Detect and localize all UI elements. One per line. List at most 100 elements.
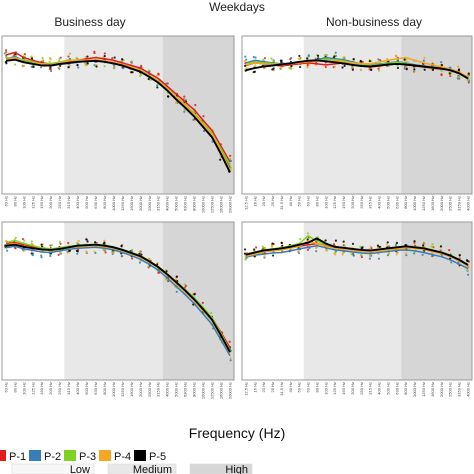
panel-frame <box>1 221 235 381</box>
measurement-point <box>280 60 283 64</box>
measurement-point <box>422 244 425 247</box>
x-tick-label: 800 Hz <box>403 196 408 209</box>
measurement-point <box>120 244 123 248</box>
x-tick-label: 500 Hz <box>84 382 89 395</box>
x-tick-label: 3150 Hz <box>156 382 161 397</box>
measurement-point <box>84 55 87 59</box>
measurement-point <box>183 95 186 98</box>
x-tick-label: 1000 Hz <box>412 196 417 211</box>
measurement-point <box>405 254 408 257</box>
measurement-point <box>341 253 344 256</box>
measurement-point <box>59 242 62 245</box>
x-tick-label: 4000 Hz <box>165 382 170 397</box>
x-tick-label: 1000 Hz <box>111 196 116 211</box>
x-tick-label: 2500 Hz <box>147 382 152 397</box>
measurement-point <box>377 69 381 72</box>
measurement-point <box>361 246 364 249</box>
measurement-point <box>448 248 451 252</box>
x-tick-label: 200 Hz <box>48 382 53 395</box>
measurement-point <box>315 250 318 253</box>
measurement-point <box>228 340 231 343</box>
legend-label: P-2 <box>44 451 61 463</box>
measurement-point <box>113 56 116 59</box>
band-high-area <box>162 222 234 380</box>
measurement-point <box>86 240 89 243</box>
measurement-point <box>147 69 150 72</box>
measurement-point <box>421 253 424 256</box>
measurement-point <box>334 239 338 242</box>
chart-title: Weekdays <box>209 0 265 14</box>
measurement-point <box>423 68 426 71</box>
legend-swatch <box>0 450 6 461</box>
measurement-point <box>299 238 302 241</box>
measurement-point <box>49 254 52 258</box>
measurement-point <box>103 241 106 244</box>
x-tick-label: 80 Hz <box>12 196 17 206</box>
measurement-point <box>93 241 97 244</box>
measurement-point <box>387 251 390 254</box>
measurement-point <box>243 248 247 251</box>
measurement-point <box>316 54 320 57</box>
x-tick-label: 250 Hz <box>57 382 62 395</box>
x-tick-label: 3150 Hz <box>457 196 462 211</box>
measurement-point <box>466 273 470 276</box>
measurement-point <box>448 72 451 75</box>
measurement-point <box>202 129 206 133</box>
measurement-point <box>86 55 89 58</box>
measurement-point <box>299 65 302 69</box>
measurement-point <box>378 245 381 249</box>
legend-swatch <box>29 450 41 461</box>
measurement-point <box>93 250 96 253</box>
measurement-point <box>324 65 327 69</box>
x-tick-label: 12.5 Hz <box>243 196 248 210</box>
measurement-point <box>351 242 355 245</box>
measurement-point <box>93 51 96 55</box>
measurement-point <box>85 64 88 67</box>
legend-swatch <box>99 450 111 461</box>
x-tick-label: 160 Hz <box>39 196 44 209</box>
measurement-point <box>95 65 98 68</box>
band-swatch <box>189 463 253 474</box>
panel-title: Business day <box>54 15 125 29</box>
measurement-point <box>244 59 247 63</box>
x-tick-label: 16000 Hz <box>218 382 223 399</box>
x-tick-label: 10000 Hz <box>201 382 206 399</box>
measurement-point <box>86 62 89 65</box>
measurement-point <box>201 301 204 304</box>
legend-label: P-1 <box>9 451 26 463</box>
measurement-point <box>386 241 389 244</box>
measurement-point <box>30 65 33 68</box>
band-label: Medium <box>133 464 172 474</box>
measurement-point <box>244 55 247 58</box>
measurement-point <box>253 248 256 251</box>
measurement-point <box>66 251 69 254</box>
measurement-point <box>103 52 106 55</box>
measurement-point <box>67 66 70 69</box>
x-tick-label: 63 Hz <box>306 382 311 392</box>
measurement-point <box>394 244 397 247</box>
x-tick-label: 4000 Hz <box>465 382 470 397</box>
x-tick-label: 400 Hz <box>377 196 382 209</box>
measurement-point <box>229 157 232 161</box>
x-tick-label: 250 Hz <box>57 196 62 209</box>
measurement-point <box>131 71 134 74</box>
measurement-point <box>306 66 309 69</box>
x-axis-label: Frequency (Hz) <box>189 425 285 441</box>
x-tick-label: 3150 Hz <box>156 196 161 211</box>
measurement-point <box>58 57 61 60</box>
x-tick-label: 630 Hz <box>394 382 399 395</box>
x-tick-label: 800 Hz <box>102 196 107 209</box>
x-tick-label: 400 Hz <box>377 382 382 395</box>
measurement-point <box>467 81 470 84</box>
x-tick-label: 315 Hz <box>368 196 373 209</box>
x-tick-label: 400 Hz <box>75 382 80 395</box>
x-tick-label: 2500 Hz <box>147 196 152 211</box>
band-low-area <box>242 36 313 194</box>
measurement-point <box>368 60 371 63</box>
measurement-point <box>113 64 116 67</box>
x-tick-label: 315 Hz <box>66 196 71 209</box>
measurement-point <box>403 58 406 61</box>
band-label: High <box>225 464 248 474</box>
band-swatch <box>11 463 95 474</box>
measurement-point <box>342 240 345 243</box>
